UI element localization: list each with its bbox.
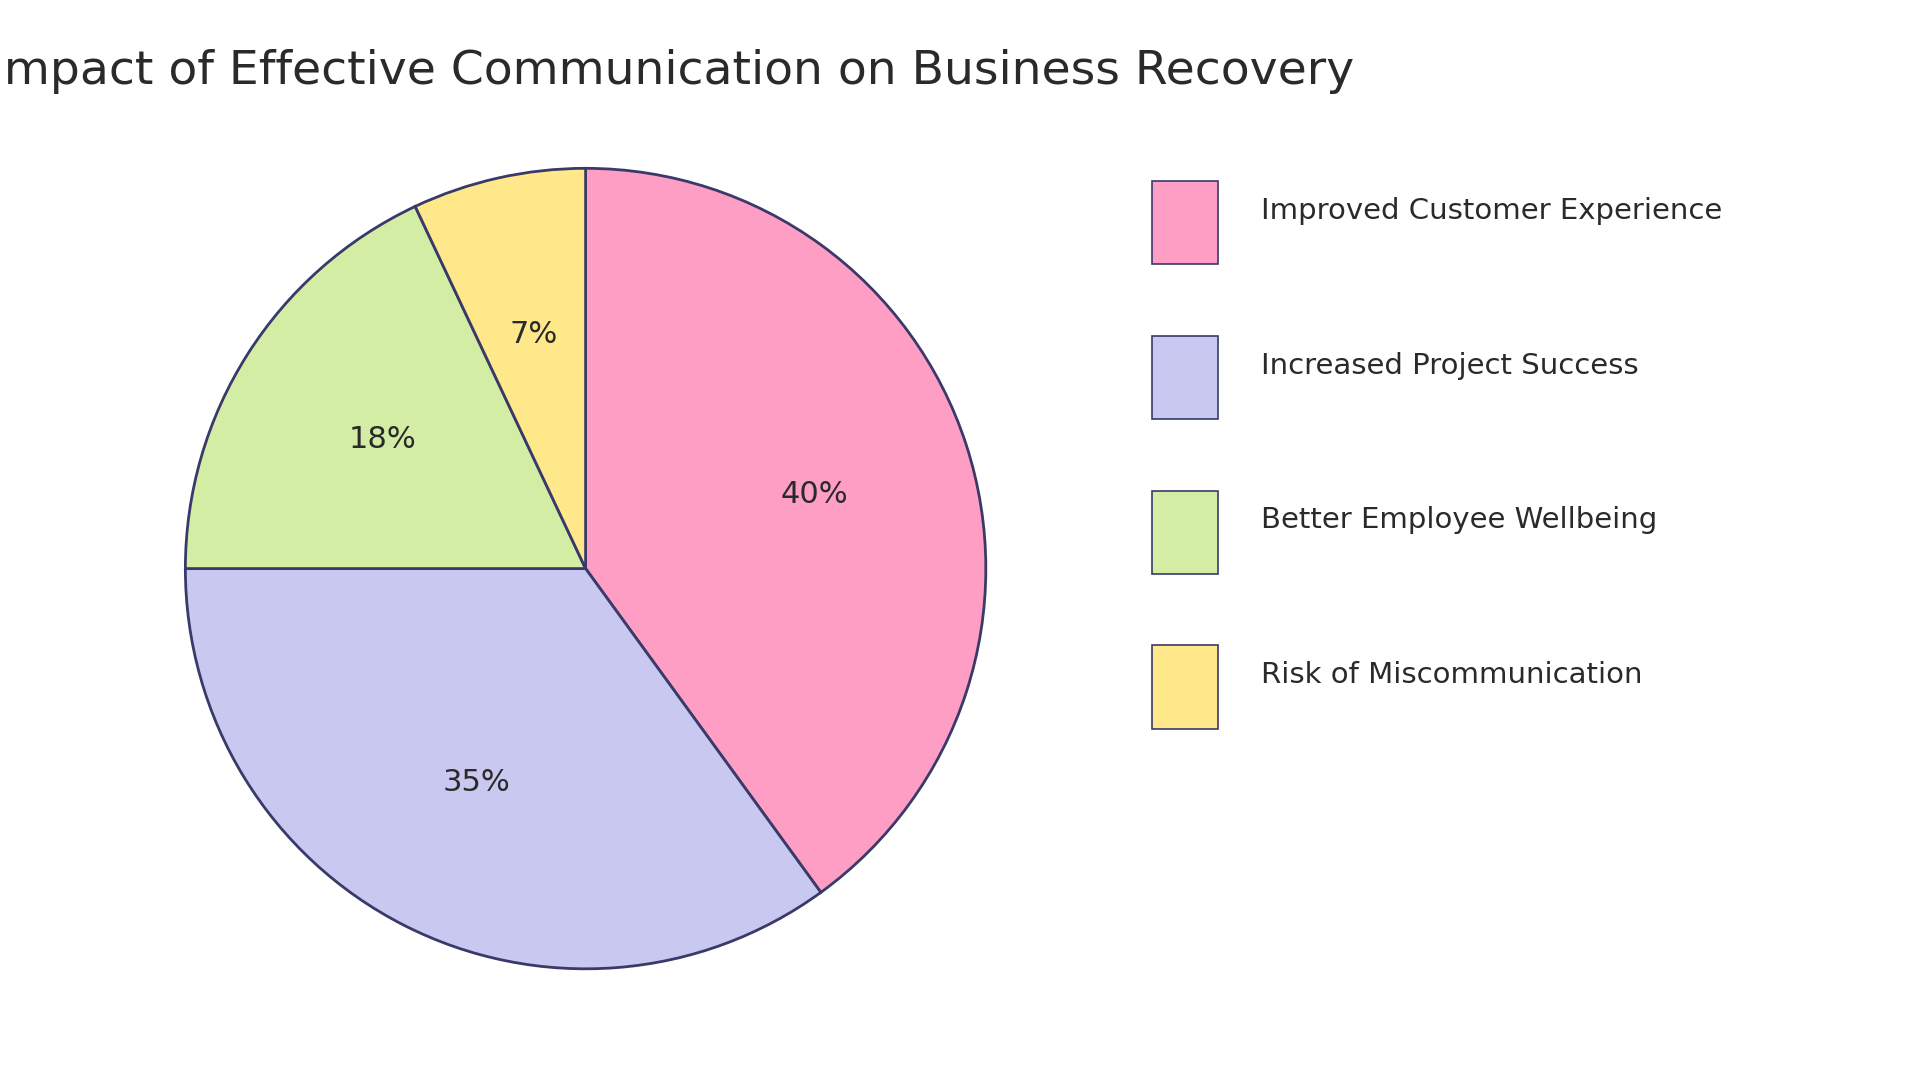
Text: 40%: 40% [780, 480, 849, 509]
Text: Better Employee Wellbeing: Better Employee Wellbeing [1261, 507, 1657, 534]
Text: 7%: 7% [509, 319, 557, 349]
Wedge shape [186, 207, 586, 569]
Text: Improved Customer Experience: Improved Customer Experience [1261, 197, 1722, 224]
Wedge shape [186, 569, 822, 969]
Text: Risk of Miscommunication: Risk of Miscommunication [1261, 662, 1644, 689]
Wedge shape [415, 168, 586, 569]
FancyBboxPatch shape [1152, 336, 1217, 419]
FancyBboxPatch shape [1152, 181, 1217, 264]
Wedge shape [586, 168, 985, 892]
Text: 35%: 35% [444, 768, 511, 797]
Text: Impact of Effective Communication on Business Recovery: Impact of Effective Communication on Bus… [0, 49, 1356, 94]
FancyBboxPatch shape [1152, 491, 1217, 574]
Text: Increased Project Success: Increased Project Success [1261, 352, 1640, 379]
FancyBboxPatch shape [1152, 645, 1217, 729]
Text: 18%: 18% [349, 426, 417, 455]
